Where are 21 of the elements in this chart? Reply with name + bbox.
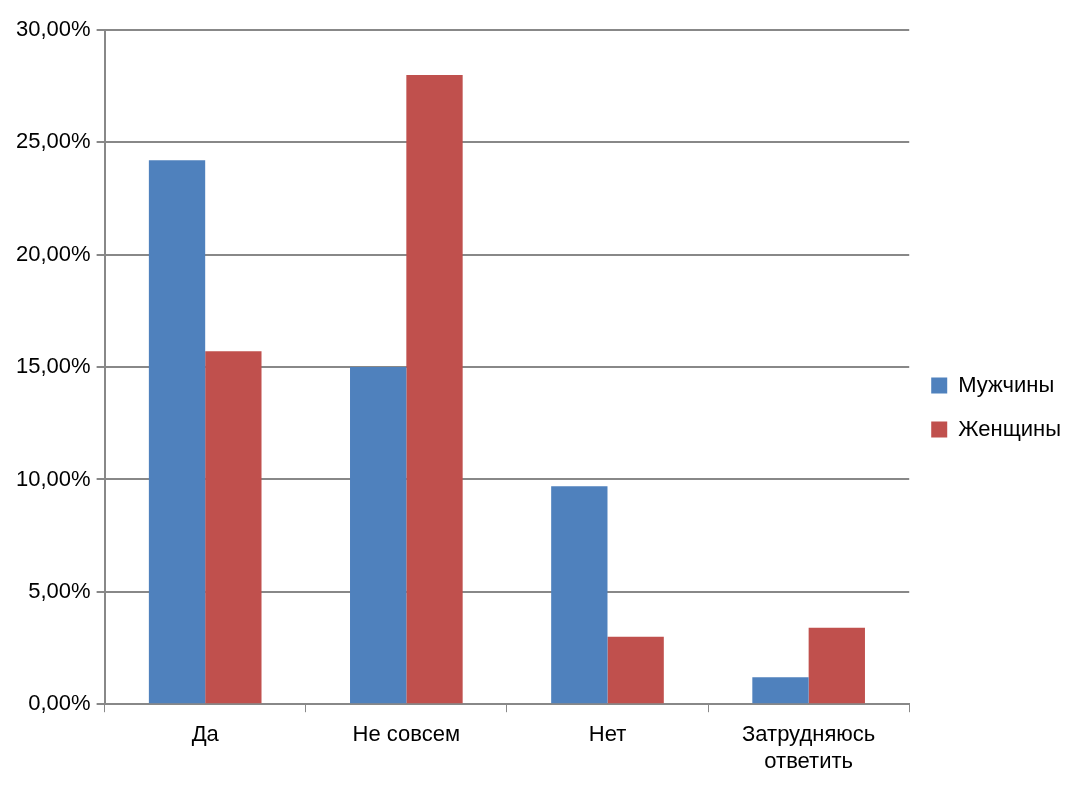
x-tick-label: Затрудняюсь ответить <box>742 721 876 773</box>
bar <box>205 351 262 704</box>
legend-label: Женщины <box>958 415 1061 441</box>
bar <box>551 486 608 704</box>
y-tick-label: 5,00% <box>28 577 91 603</box>
bar <box>808 627 865 704</box>
legend-label: Мужчины <box>958 371 1055 397</box>
y-tick-label: 10,00% <box>15 465 91 491</box>
x-tick-label: Нет <box>588 721 627 747</box>
bar <box>148 160 206 704</box>
y-tick-label: 25,00% <box>15 128 91 154</box>
y-tick-label: 15,00% <box>15 353 91 379</box>
y-tick-label: 0,00% <box>28 690 91 716</box>
x-tick-label: Не совсем <box>352 721 461 747</box>
bar <box>350 367 407 704</box>
y-tick-label: 30,00% <box>15 16 91 42</box>
bar <box>752 677 809 704</box>
bar <box>607 636 664 704</box>
x-tick-label: Да <box>191 721 220 747</box>
y-tick-label: 20,00% <box>15 240 91 266</box>
bar <box>406 74 463 704</box>
